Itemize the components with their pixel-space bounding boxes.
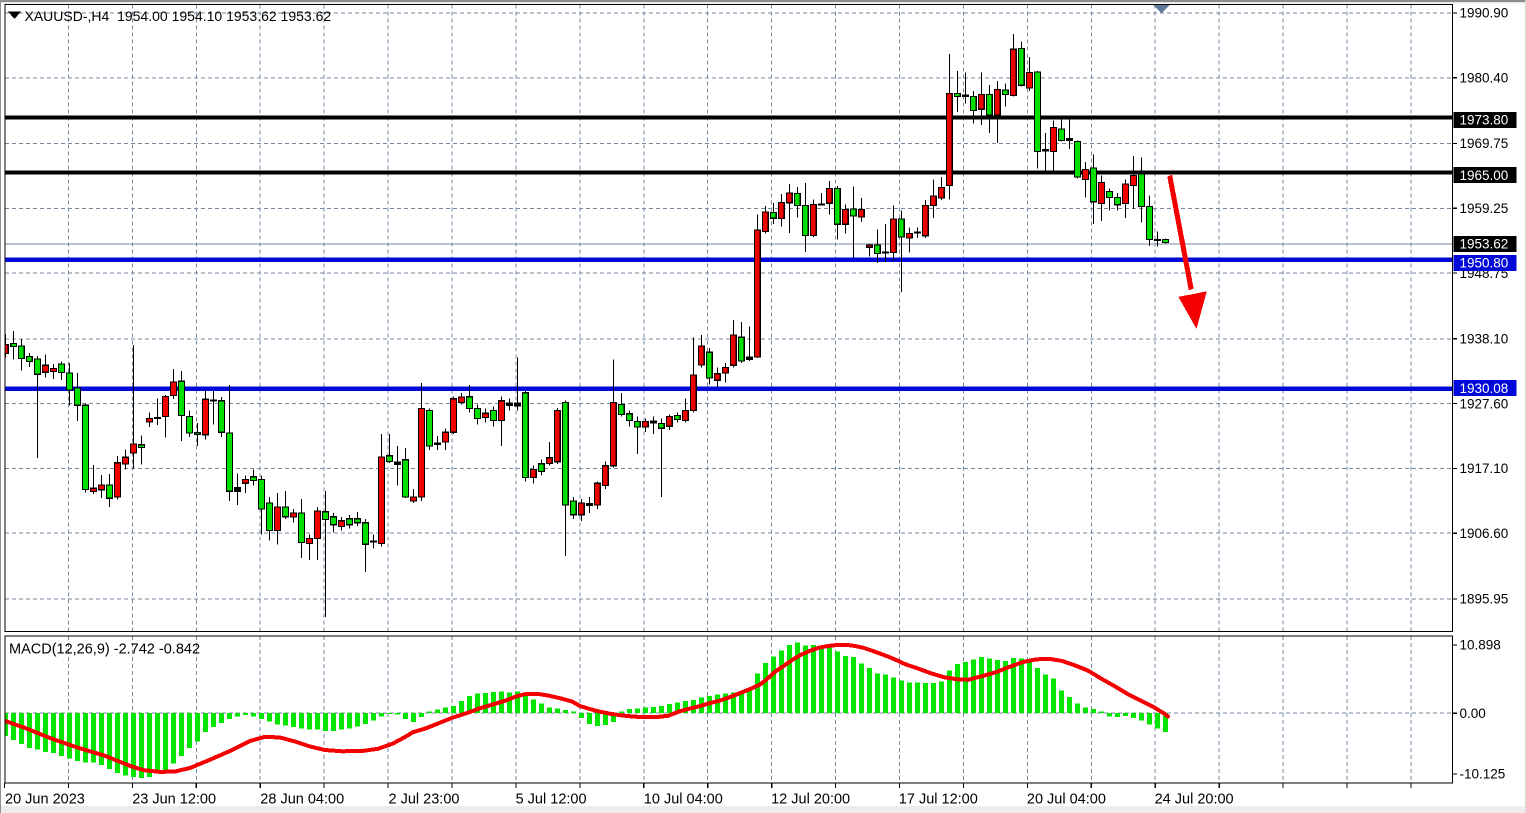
svg-text:2 Jul 23:00: 2 Jul 23:00 (389, 792, 460, 808)
svg-text:1980.40: 1980.40 (1460, 71, 1509, 86)
svg-text:1906.60: 1906.60 (1460, 526, 1509, 541)
svg-text:1927.60: 1927.60 (1460, 396, 1509, 411)
svg-text:-10.125: -10.125 (1460, 767, 1506, 782)
svg-text:17 Jul 12:00: 17 Jul 12:00 (899, 792, 978, 808)
svg-text:1965.00: 1965.00 (1460, 168, 1509, 183)
svg-text:0.00: 0.00 (1460, 706, 1486, 721)
svg-text:28 Jun 04:00: 28 Jun 04:00 (260, 792, 344, 808)
svg-text:20 Jul 04:00: 20 Jul 04:00 (1027, 792, 1106, 808)
svg-text:20 Jun 2023: 20 Jun 2023 (5, 792, 85, 808)
svg-text:MACD(12,26,9) -2.742 -0.842: MACD(12,26,9) -2.742 -0.842 (9, 642, 200, 658)
svg-text:1959.25: 1959.25 (1460, 201, 1509, 216)
svg-text:23 Jun 12:00: 23 Jun 12:00 (132, 792, 216, 808)
svg-text:1895.95: 1895.95 (1460, 592, 1509, 607)
svg-text:1973.80: 1973.80 (1460, 113, 1509, 128)
svg-text:1950.80: 1950.80 (1460, 256, 1509, 271)
svg-text:1990.90: 1990.90 (1460, 6, 1509, 21)
svg-text:12 Jul 20:00: 12 Jul 20:00 (771, 792, 850, 808)
svg-text:1917.10: 1917.10 (1460, 461, 1509, 476)
svg-text:10.898: 10.898 (1460, 638, 1501, 653)
svg-text:XAUUSD-,H4 1954.00 1954.10 19: XAUUSD-,H4 1954.00 1954.10 1953.62 1953.… (25, 8, 332, 24)
svg-text:1938.10: 1938.10 (1460, 332, 1509, 347)
svg-text:10 Jul 04:00: 10 Jul 04:00 (644, 792, 723, 808)
svg-text:1953.62: 1953.62 (1460, 237, 1509, 252)
svg-text:1969.75: 1969.75 (1460, 136, 1509, 151)
svg-text:1930.08: 1930.08 (1460, 381, 1509, 396)
svg-text:5 Jul 12:00: 5 Jul 12:00 (516, 792, 587, 808)
svg-text:24 Jul 20:00: 24 Jul 20:00 (1155, 792, 1234, 808)
